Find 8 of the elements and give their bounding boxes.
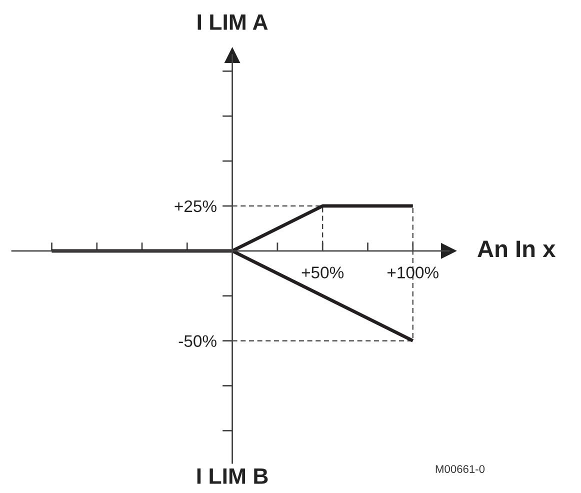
x-tick-label: +100% — [388, 266, 438, 278]
text: I LIM B — [197, 468, 268, 484]
x-tick-label: +50% — [302, 266, 344, 278]
y-axis-title: I LIM A — [198, 14, 268, 30]
x-axis-title: An In x — [478, 240, 556, 258]
text: M00661-0 — [436, 465, 485, 473]
y-tick-label: -50% — [178, 335, 216, 347]
y-tick-label: +25% — [174, 200, 216, 212]
